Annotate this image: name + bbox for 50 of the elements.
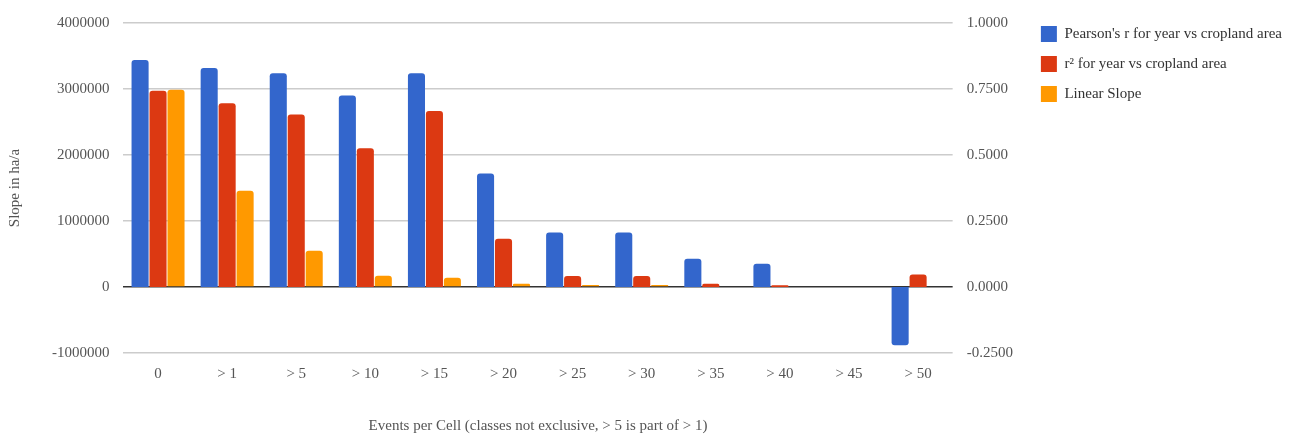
legend-label: r² for year vs cropland area: [1064, 54, 1228, 71]
bar: [269, 73, 287, 287]
bar: [909, 274, 927, 287]
x-axis-title: Events per Cell (classes not exclusive, > 5 is part of > 1): [368, 416, 708, 434]
y2-tick-label: 0.7500: [966, 79, 1008, 96]
bar: [546, 232, 564, 287]
y-tick-label: 0: [102, 277, 110, 294]
y2-tick-label: 0.0000: [966, 277, 1008, 294]
y2-tick-label: 1.0000: [966, 13, 1008, 30]
bar: [338, 95, 356, 287]
bar: [287, 114, 305, 287]
x-tick-label: > 50: [904, 364, 932, 381]
y2-tick-label: -0.2500: [966, 343, 1013, 360]
x-tick-label: > 5: [286, 364, 307, 381]
x-tick-label: > 30: [628, 364, 656, 381]
x-tick-label: > 15: [420, 364, 449, 381]
bar: [356, 148, 374, 287]
bar: [564, 275, 582, 287]
bar: [425, 110, 443, 287]
bar: [615, 232, 633, 287]
bar: [443, 277, 461, 287]
y-tick-label: 1000000: [57, 211, 110, 228]
bar: [633, 275, 651, 287]
bar: [477, 173, 495, 287]
x-tick-label: > 45: [835, 364, 863, 381]
x-tick-label: > 1: [217, 364, 237, 381]
legend-label: Pearson's r for year vs cropland area: [1064, 24, 1283, 41]
y-axis-title: Slope in ha/a: [5, 148, 22, 228]
y-tick-label: 3000000: [57, 79, 110, 96]
y-tick-label: 2000000: [57, 145, 110, 162]
x-tick-label: 0: [154, 364, 162, 381]
bar: [374, 275, 392, 287]
bar: [305, 250, 323, 287]
x-tick-label: > 10: [351, 364, 379, 381]
bar: [891, 287, 909, 346]
bar: [684, 258, 702, 287]
y2-tick-label: 0.5000: [966, 145, 1008, 162]
y2-tick-label: 0.2500: [966, 211, 1008, 228]
bar: [494, 238, 513, 287]
bar: [131, 59, 149, 287]
x-tick-label: > 35: [697, 364, 725, 381]
x-tick-label: > 25: [559, 364, 587, 381]
y-tick-label: 4000000: [57, 13, 110, 30]
x-tick-label: > 20: [489, 364, 518, 381]
bar: [200, 67, 218, 287]
x-tick-label: > 40: [766, 364, 794, 381]
bar: [753, 263, 771, 287]
bar: [407, 73, 425, 287]
legend-label: Linear Slope: [1064, 84, 1142, 101]
y-tick-label: -1000000: [52, 343, 110, 360]
